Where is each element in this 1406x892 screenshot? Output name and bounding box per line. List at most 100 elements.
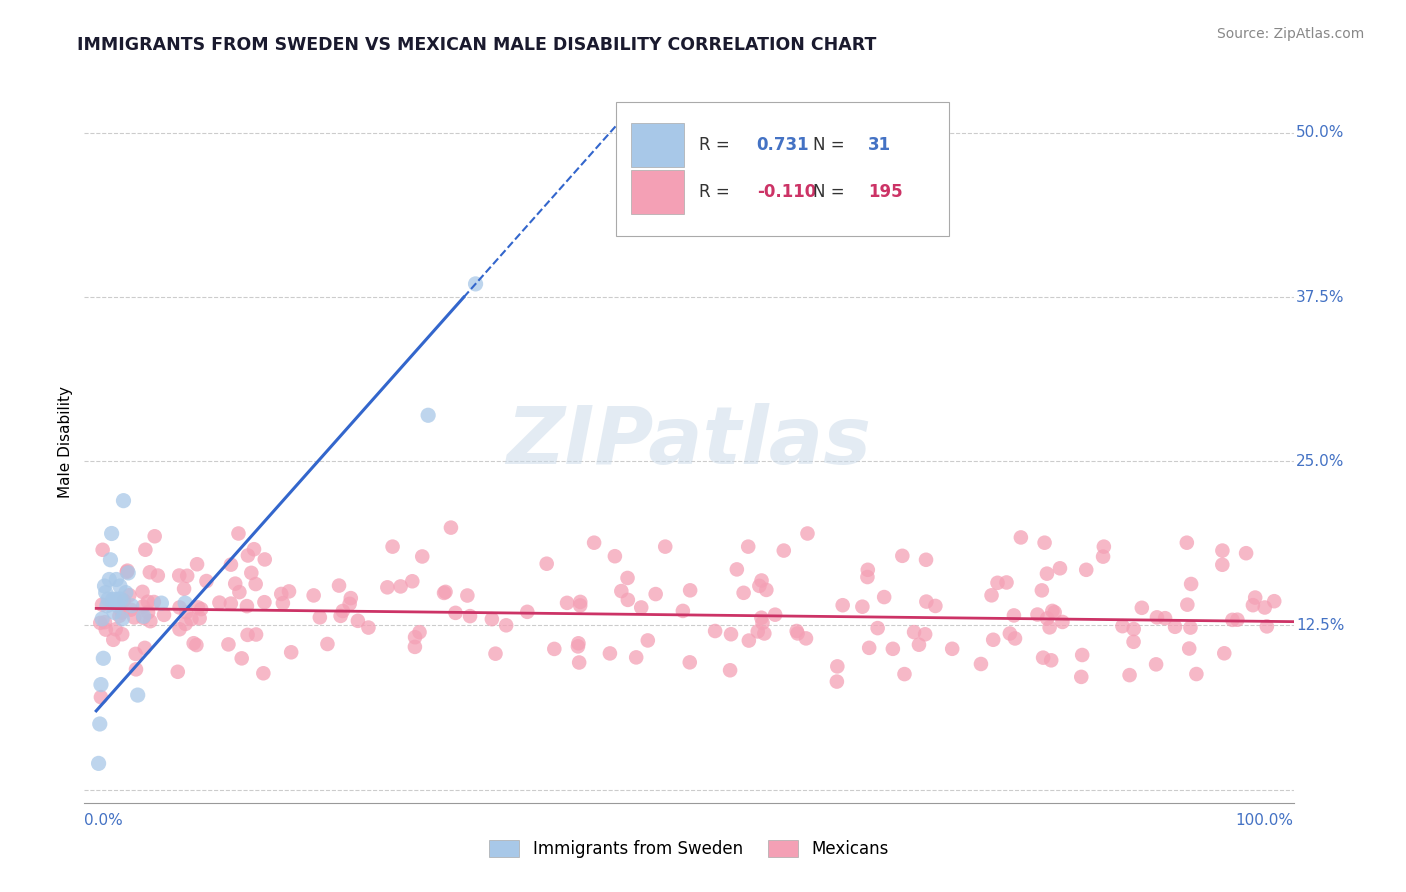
Point [122, 610, 145, 624]
Point [124, 647, 146, 661]
Point [117, 564, 139, 578]
Point [245, 627, 267, 641]
Point [100, 553, 122, 567]
Point [104, 592, 127, 607]
Text: 100.0%: 100.0% [1236, 814, 1294, 829]
Point [127, 688, 149, 702]
Point [131, 585, 153, 599]
Point [1076, 563, 1098, 577]
Point [228, 526, 250, 541]
Point [134, 640, 156, 655]
Point [583, 535, 606, 549]
Point [856, 563, 879, 577]
Text: IMMIGRANTS FROM SWEDEN VS MEXICAN MALE DISABILITY CORRELATION CHART: IMMIGRANTS FROM SWEDEN VS MEXICAN MALE D… [77, 36, 877, 54]
Point [139, 566, 162, 580]
Point [103, 632, 125, 647]
Point [236, 549, 259, 563]
Point [132, 609, 155, 624]
Point [236, 599, 259, 614]
Point [970, 657, 993, 671]
Point [751, 574, 773, 588]
Point [908, 638, 931, 652]
Point [630, 600, 652, 615]
Point [1039, 620, 1062, 634]
Point [1070, 670, 1092, 684]
Point [1146, 610, 1168, 624]
Point [143, 529, 166, 543]
Point [112, 493, 135, 508]
Point [219, 597, 242, 611]
Point [481, 612, 503, 626]
Point [228, 585, 250, 599]
Point [217, 637, 239, 651]
Point [89, 717, 111, 731]
Point [224, 576, 246, 591]
Point [827, 659, 849, 673]
Point [998, 626, 1021, 640]
Point [754, 626, 776, 640]
Point [1122, 635, 1144, 649]
Point [111, 627, 134, 641]
Point [567, 636, 589, 650]
Point [121, 599, 143, 613]
Point [1026, 607, 1049, 622]
Point [536, 557, 558, 571]
Point [1226, 613, 1249, 627]
Point [111, 612, 134, 626]
Point [980, 588, 1002, 602]
Point [458, 609, 481, 624]
Point [190, 602, 212, 616]
Point [150, 596, 173, 610]
Point [616, 571, 638, 585]
Point [725, 562, 748, 576]
Point [704, 624, 727, 638]
Text: 0.731: 0.731 [756, 136, 810, 154]
Point [747, 624, 769, 639]
Point [851, 599, 873, 614]
Point [101, 592, 124, 607]
Point [105, 573, 128, 587]
Point [893, 667, 915, 681]
Point [188, 611, 211, 625]
Text: R =: R = [699, 136, 734, 154]
Point [915, 594, 938, 608]
Point [986, 575, 1008, 590]
Point [404, 630, 426, 644]
Point [110, 592, 132, 607]
Point [136, 595, 159, 609]
Point [1263, 594, 1285, 608]
Point [825, 674, 848, 689]
Point [169, 622, 191, 636]
Point [1092, 540, 1115, 554]
Text: ZIPatlas: ZIPatlas [506, 402, 872, 481]
Point [866, 621, 889, 635]
Point [1049, 561, 1071, 575]
Point [1256, 619, 1278, 633]
Point [1118, 668, 1140, 682]
Point [738, 633, 761, 648]
Point [91, 651, 114, 665]
Text: Source: ZipAtlas.com: Source: ZipAtlas.com [1216, 27, 1364, 41]
Point [1040, 653, 1063, 667]
Point [914, 627, 936, 641]
Point [1036, 611, 1059, 625]
Point [903, 625, 925, 640]
Point [169, 600, 191, 615]
Text: R =: R = [699, 183, 734, 202]
Text: 37.5%: 37.5% [1296, 290, 1344, 304]
Point [404, 640, 426, 654]
Point [796, 526, 818, 541]
Point [132, 599, 155, 614]
Point [1144, 657, 1167, 672]
Point [94, 623, 117, 637]
Point [278, 584, 301, 599]
Point [280, 645, 302, 659]
Point [107, 599, 129, 613]
Point [718, 663, 741, 677]
Point [915, 553, 938, 567]
Point [555, 596, 578, 610]
Point [737, 540, 759, 554]
Point [672, 604, 695, 618]
FancyBboxPatch shape [616, 102, 949, 235]
Point [208, 596, 231, 610]
